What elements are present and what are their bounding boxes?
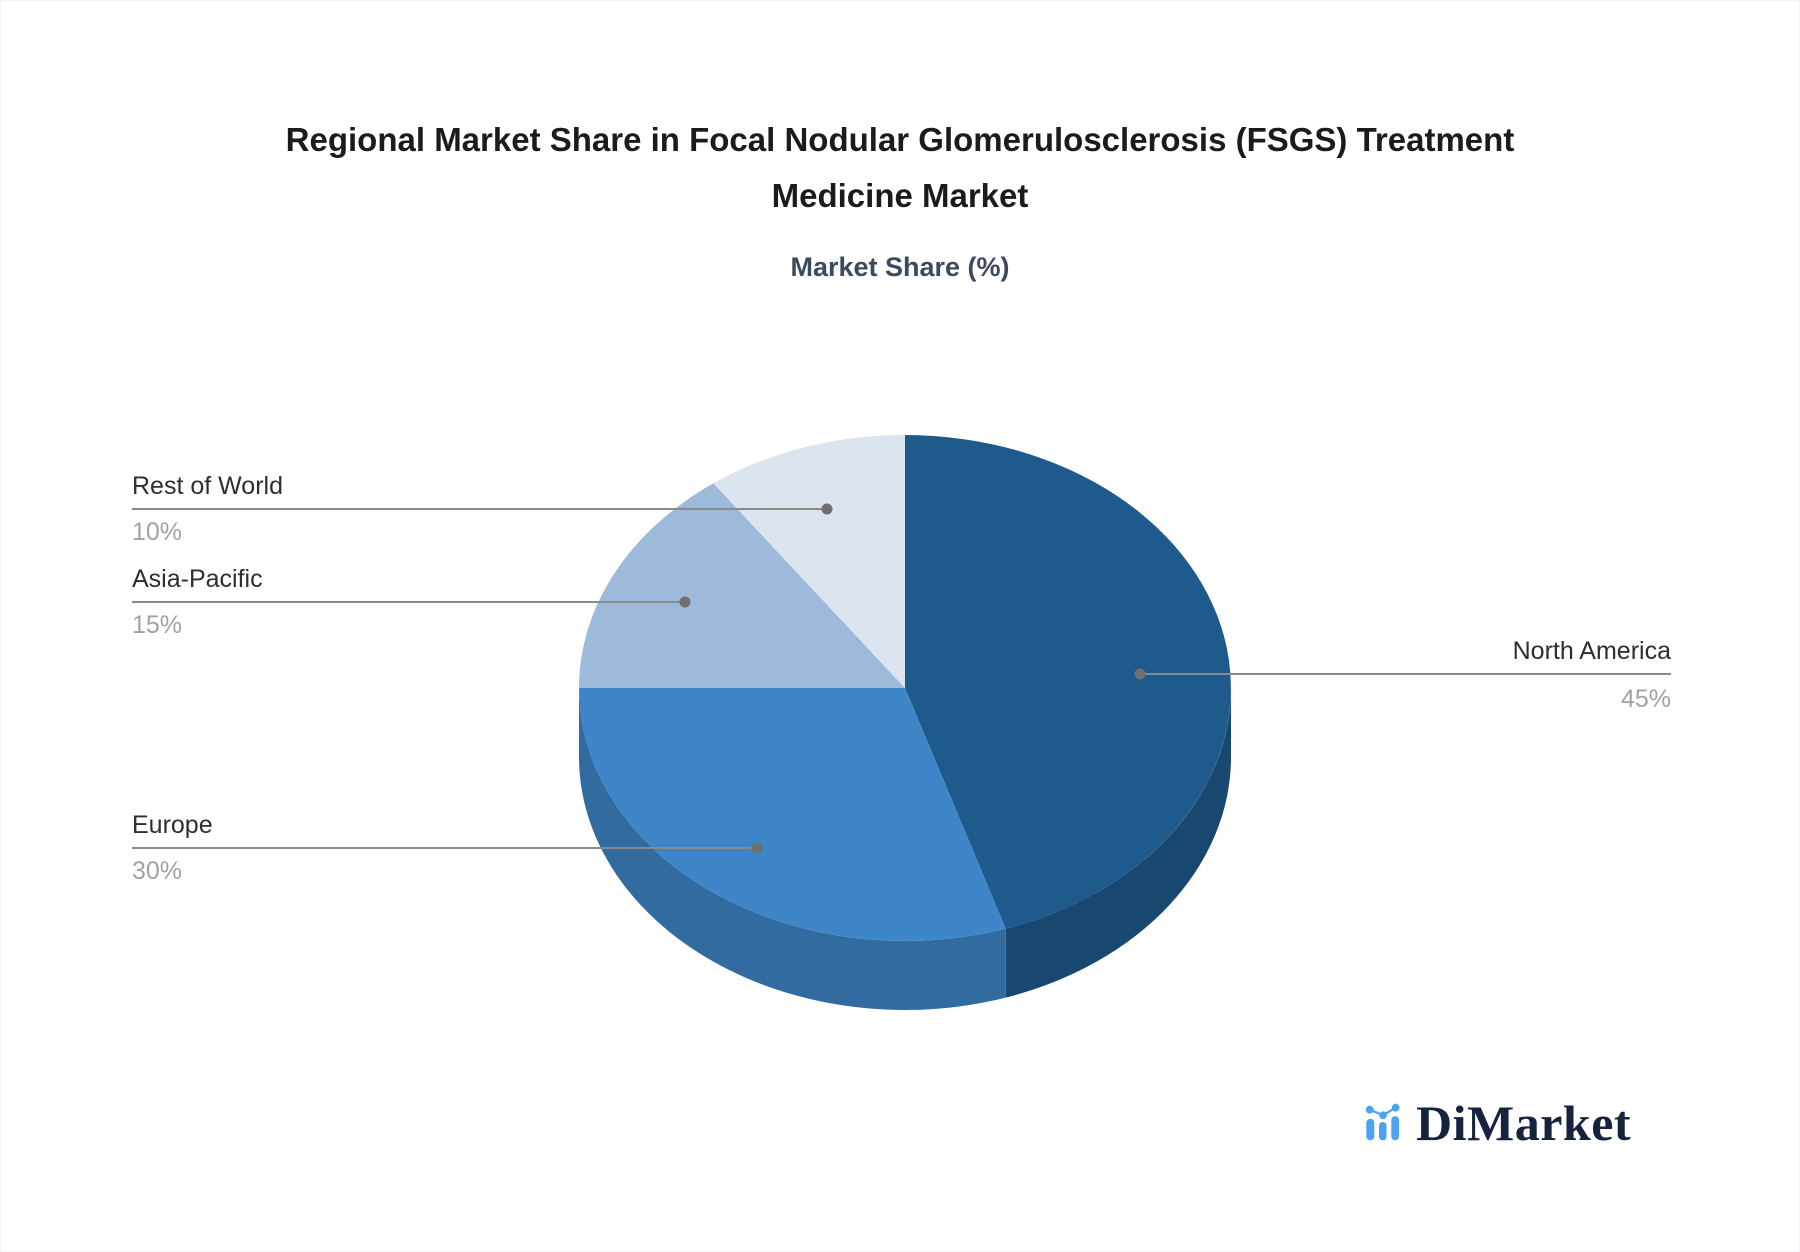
callout-value-asia-pacific: 15% (132, 611, 183, 639)
callout-dot-europe (751, 842, 763, 854)
pie-slice-north-america[interactable] (905, 435, 1231, 929)
callout-value-rest-of-world: 10% (132, 518, 183, 546)
callout-label-asia-pacific: Asia-Pacific (132, 565, 263, 593)
callout-dot-rest-of-world (821, 503, 833, 515)
pie-slice-side-north-america (1005, 688, 1231, 998)
brand-logo: DiMarket (1360, 1096, 1680, 1156)
pie-slice-europe[interactable] (579, 688, 1006, 941)
pie-slice-rest-of-world[interactable] (713, 435, 905, 688)
mini-bar-line-chart-icon (1365, 1103, 1400, 1141)
chart-title: Regional Market Share in Focal Nodular G… (285, 121, 1515, 214)
pie-slice-asia-pacific[interactable] (579, 483, 905, 688)
callout-value-north-america: 45% (1620, 685, 1671, 713)
callout-label-rest-of-world: Rest of World (132, 472, 283, 500)
callout-dot-asia-pacific (679, 596, 691, 608)
pie-slice-side-europe (579, 688, 1006, 1010)
callout-label-north-america: North America (1512, 637, 1671, 665)
callout-dot-north-america (1134, 668, 1146, 680)
brand-logo-text: DiMarket (1416, 1095, 1632, 1151)
callout-value-europe: 30% (132, 857, 183, 885)
chart-subtitle: Market Share (%) (790, 252, 1010, 282)
callout-label-europe: Europe (132, 811, 213, 839)
